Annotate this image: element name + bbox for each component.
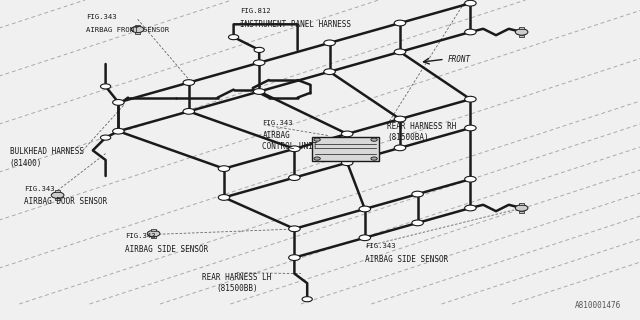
Bar bbox=[519, 211, 524, 212]
Bar bbox=[519, 203, 524, 205]
Circle shape bbox=[289, 226, 300, 232]
Circle shape bbox=[515, 205, 528, 211]
Text: FIG.343: FIG.343 bbox=[86, 14, 117, 20]
Text: AIRBAG FRONT SENSOR: AIRBAG FRONT SENSOR bbox=[86, 27, 170, 33]
Bar bbox=[519, 35, 524, 36]
Circle shape bbox=[465, 29, 476, 35]
Circle shape bbox=[218, 166, 230, 172]
Text: AIRBAG SIDE SENSOR: AIRBAG SIDE SENSOR bbox=[365, 255, 448, 264]
Bar bbox=[135, 32, 140, 34]
Circle shape bbox=[228, 35, 239, 40]
Circle shape bbox=[515, 29, 528, 35]
Circle shape bbox=[289, 255, 300, 260]
Circle shape bbox=[465, 176, 476, 182]
Circle shape bbox=[371, 157, 378, 160]
Text: FIG.343: FIG.343 bbox=[262, 120, 293, 126]
Circle shape bbox=[394, 49, 406, 55]
Circle shape bbox=[289, 146, 300, 152]
Circle shape bbox=[289, 175, 300, 180]
Text: (81400): (81400) bbox=[10, 159, 42, 168]
Circle shape bbox=[253, 89, 265, 94]
Text: AIRBAG SIDE SENSOR: AIRBAG SIDE SENSOR bbox=[125, 245, 208, 254]
Circle shape bbox=[394, 116, 406, 122]
Circle shape bbox=[371, 138, 378, 141]
Circle shape bbox=[314, 138, 321, 141]
Text: REAR HARNESS RH: REAR HARNESS RH bbox=[387, 122, 456, 131]
Bar bbox=[519, 27, 524, 29]
Circle shape bbox=[465, 0, 476, 6]
Text: FIG.343: FIG.343 bbox=[365, 243, 396, 249]
Text: AIRBAG: AIRBAG bbox=[262, 131, 290, 140]
Circle shape bbox=[147, 230, 160, 237]
Circle shape bbox=[412, 191, 424, 197]
Circle shape bbox=[516, 29, 527, 35]
Bar bbox=[55, 190, 60, 192]
Circle shape bbox=[253, 60, 265, 66]
Circle shape bbox=[359, 235, 371, 241]
Circle shape bbox=[100, 135, 111, 140]
Bar bbox=[151, 229, 156, 231]
Circle shape bbox=[218, 195, 230, 200]
Circle shape bbox=[412, 220, 424, 226]
Circle shape bbox=[183, 108, 195, 114]
Circle shape bbox=[465, 96, 476, 102]
Text: (81500BA): (81500BA) bbox=[387, 133, 429, 142]
Circle shape bbox=[113, 128, 124, 134]
Circle shape bbox=[324, 40, 335, 46]
Bar bbox=[135, 25, 140, 27]
Text: REAR HARNESS LH: REAR HARNESS LH bbox=[202, 273, 271, 282]
Circle shape bbox=[516, 205, 527, 211]
Text: (81500BB): (81500BB) bbox=[216, 284, 258, 293]
Text: CONTROL UNIT: CONTROL UNIT bbox=[262, 142, 318, 151]
Bar bbox=[312, 137, 380, 161]
Circle shape bbox=[131, 26, 144, 33]
Text: AIRBAG DOOR SENSOR: AIRBAG DOOR SENSOR bbox=[24, 197, 108, 206]
Circle shape bbox=[359, 206, 371, 212]
Text: FIG.343: FIG.343 bbox=[24, 186, 55, 192]
Circle shape bbox=[342, 160, 353, 165]
Bar bbox=[55, 198, 60, 200]
Circle shape bbox=[394, 20, 406, 26]
Text: BULKHEAD HARNESS: BULKHEAD HARNESS bbox=[10, 147, 84, 156]
Circle shape bbox=[314, 157, 321, 160]
Circle shape bbox=[113, 100, 124, 105]
Circle shape bbox=[51, 192, 64, 198]
Circle shape bbox=[324, 69, 335, 75]
Text: INSTRUMENT PANEL HARNESS: INSTRUMENT PANEL HARNESS bbox=[240, 20, 351, 29]
Circle shape bbox=[302, 297, 312, 302]
Circle shape bbox=[183, 80, 195, 85]
Text: FIG.343: FIG.343 bbox=[125, 233, 156, 239]
Circle shape bbox=[342, 131, 353, 137]
Circle shape bbox=[254, 47, 264, 52]
Circle shape bbox=[394, 145, 406, 151]
Text: A810001476: A810001476 bbox=[575, 301, 621, 310]
Circle shape bbox=[100, 84, 111, 89]
Text: FRONT: FRONT bbox=[448, 55, 471, 64]
Bar bbox=[151, 236, 156, 238]
Text: FIG.812: FIG.812 bbox=[240, 8, 271, 14]
Circle shape bbox=[465, 205, 476, 211]
Circle shape bbox=[465, 125, 476, 131]
